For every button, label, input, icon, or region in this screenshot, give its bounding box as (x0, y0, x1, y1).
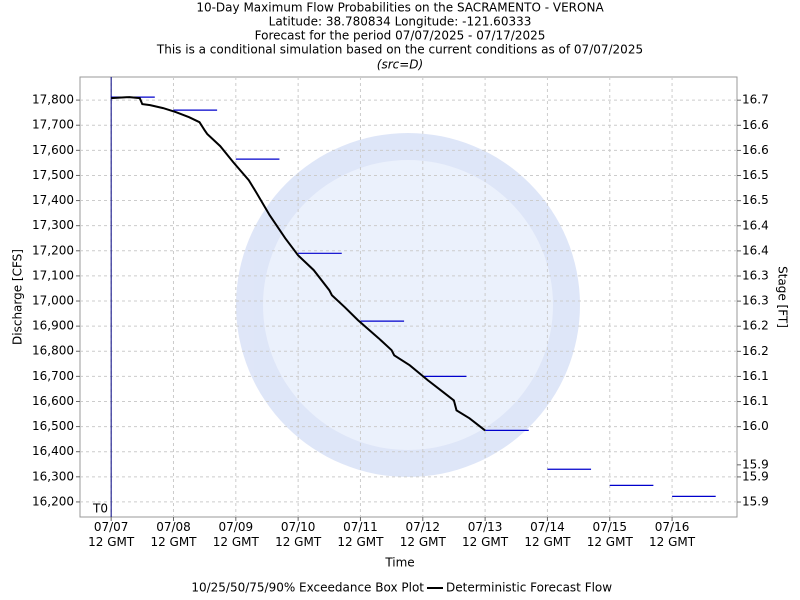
y2-tick-label: 16.2 (742, 344, 769, 358)
y2-tick-label: 16.3 (742, 268, 769, 282)
noaa-logo-inner (263, 160, 553, 450)
y-axis-label: Discharge [CFS] (11, 249, 25, 345)
x-tick-label: 07/09 12 GMT (212, 520, 259, 549)
y-tick-label: 16,700 (32, 369, 74, 383)
y2-tick-label: 15.9 (742, 457, 769, 471)
forecast-line (111, 96, 486, 432)
x-axis-label: Time (384, 556, 414, 570)
y2-tick-label: 16.6 (742, 143, 769, 157)
y2-tick-label: 16.1 (742, 369, 769, 383)
x-tick-label: 07/14 12 GMT (524, 520, 571, 549)
y-tick-label: 16,800 (32, 344, 74, 358)
y-tick-label: 17,200 (32, 243, 74, 257)
y-tick-label: 16,400 (32, 444, 74, 458)
y-tick-label: 17,800 (32, 93, 74, 107)
y2-tick-label: 15.9 (742, 469, 769, 483)
y-tick-label: 17,400 (32, 193, 74, 207)
y-tick-label: 17,300 (32, 218, 74, 232)
x-tick-label: 07/08 12 GMT (150, 520, 197, 549)
source-label: (src=D) (377, 58, 423, 72)
subtitle: Forecast for the period 07/07/2025 - 07/… (255, 29, 546, 43)
y2-tick-label: 15.9 (742, 495, 769, 509)
y2-tick-label: 16.6 (742, 118, 769, 132)
x-tick-label: 07/12 12 GMT (399, 520, 446, 549)
x-tick-label: 07/15 12 GMT (586, 520, 633, 549)
y2-tick-label: 16.7 (742, 93, 769, 107)
plot-area (79, 76, 738, 518)
y-tick-label: 17,000 (32, 294, 74, 308)
x-tick-label: 07/07 12 GMT (88, 520, 135, 549)
legend-label: Deterministic Forecast Flow (446, 581, 612, 595)
y2-axis-label: Stage [FT] (776, 266, 790, 328)
noaa-logo (236, 133, 580, 477)
legend-label: 10/25/50/75/90% Exceedance Box Plot (191, 581, 424, 595)
y2-tick-label: 16.1 (742, 394, 769, 408)
x-tick-label: 07/16 12 GMT (649, 520, 696, 549)
x-tick-label: 07/13 12 GMT (462, 520, 509, 549)
x-tick-label: 07/10 12 GMT (275, 520, 322, 549)
y2-tick-label: 16.5 (742, 193, 769, 207)
y2-tick-label: 16.4 (742, 243, 769, 257)
y2-tick-label: 16.3 (742, 294, 769, 308)
watermark (236, 133, 580, 477)
y2-tick-label: 16.0 (742, 419, 769, 433)
y2-tick-label: 16.4 (742, 218, 769, 232)
y-tick-label: 16,900 (32, 319, 74, 333)
chart-title: 10-Day Maximum Flow Probabilities on the… (196, 1, 604, 15)
subtitle: Latitude: 38.780834 Longitude: -121.6033… (269, 15, 532, 29)
y-tick-label: 16,300 (32, 469, 74, 483)
subtitle: This is a conditional simulation based o… (156, 43, 643, 57)
y-tick-label: 17,100 (32, 268, 74, 282)
y-tick-label: 16,200 (32, 494, 74, 508)
y-tick-label: 17,700 (32, 118, 74, 132)
y-tick-label: 16,600 (32, 394, 74, 408)
y2-tick-label: 16.5 (742, 168, 769, 182)
y-tick-label: 16,500 (32, 419, 74, 433)
t0-label: T0 (92, 502, 108, 516)
x-tick-label: 07/11 12 GMT (337, 520, 384, 549)
y2-tick-label: 16.2 (742, 319, 769, 333)
y-tick-label: 17,600 (32, 143, 74, 157)
y-tick-label: 17,500 (32, 168, 74, 182)
